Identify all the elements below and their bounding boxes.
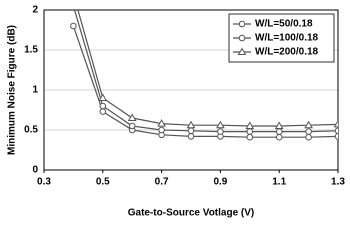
marker [333,119,338,128]
series-line [72,25,338,138]
marker [274,121,284,129]
marker [275,128,283,135]
marker [187,127,195,135]
series-line [73,10,338,133]
page: {"chart_data": {"type": "line", "x_label… [6,3,346,219]
marker [217,128,224,135]
marker [304,120,313,129]
marker [334,133,338,140]
marker [246,128,254,135]
marker [70,22,77,30]
marker [186,120,196,129]
marker [245,121,255,129]
x-tick-label: 1.3 [331,177,345,188]
marker [237,47,247,55]
y-tick-label: 1.5 [24,45,38,56]
y-tick-label: 0.5 [24,125,38,136]
x-tick-label: 1.1 [272,177,286,188]
marker [99,108,107,115]
marker [187,133,195,140]
marker [238,34,246,42]
x-tick-label: 0.5 [96,177,110,188]
x-axis-label: Gate-to-Source Votlage (V) [128,208,255,219]
marker [98,93,108,101]
legend-label: W/L=50/0.18 [255,19,313,30]
marker [216,120,225,129]
series-line [77,10,338,127]
x-tick-label: 0.7 [155,177,169,188]
marker [157,119,166,127]
y-tick-label: 1 [32,85,38,96]
x-tick-label: 0.9 [213,177,227,188]
x-tick-label: 0.3 [37,177,51,188]
legend-box [228,13,335,63]
marker [158,126,165,134]
y-tick-label: 2 [32,5,38,16]
marker [246,133,254,141]
marker [71,3,77,9]
chart: Gate-to-Source Votlage (V) Minimum Noise… [7,3,346,219]
marker [275,133,283,141]
marker [127,113,137,121]
marker [305,133,312,141]
marker [238,20,246,28]
plot-area [70,3,338,141]
marker [305,128,312,135]
y-tick-label: 0 [32,165,38,176]
legend-label: W/L=200/0.18 [255,47,319,58]
marker [128,122,136,130]
marker [99,102,107,110]
plot-frame [43,9,339,171]
marker [334,127,338,135]
legend-label: W/L=100/0.18 [255,33,319,44]
y-axis-label: Minimum Noise Figure (dB) [7,25,18,155]
